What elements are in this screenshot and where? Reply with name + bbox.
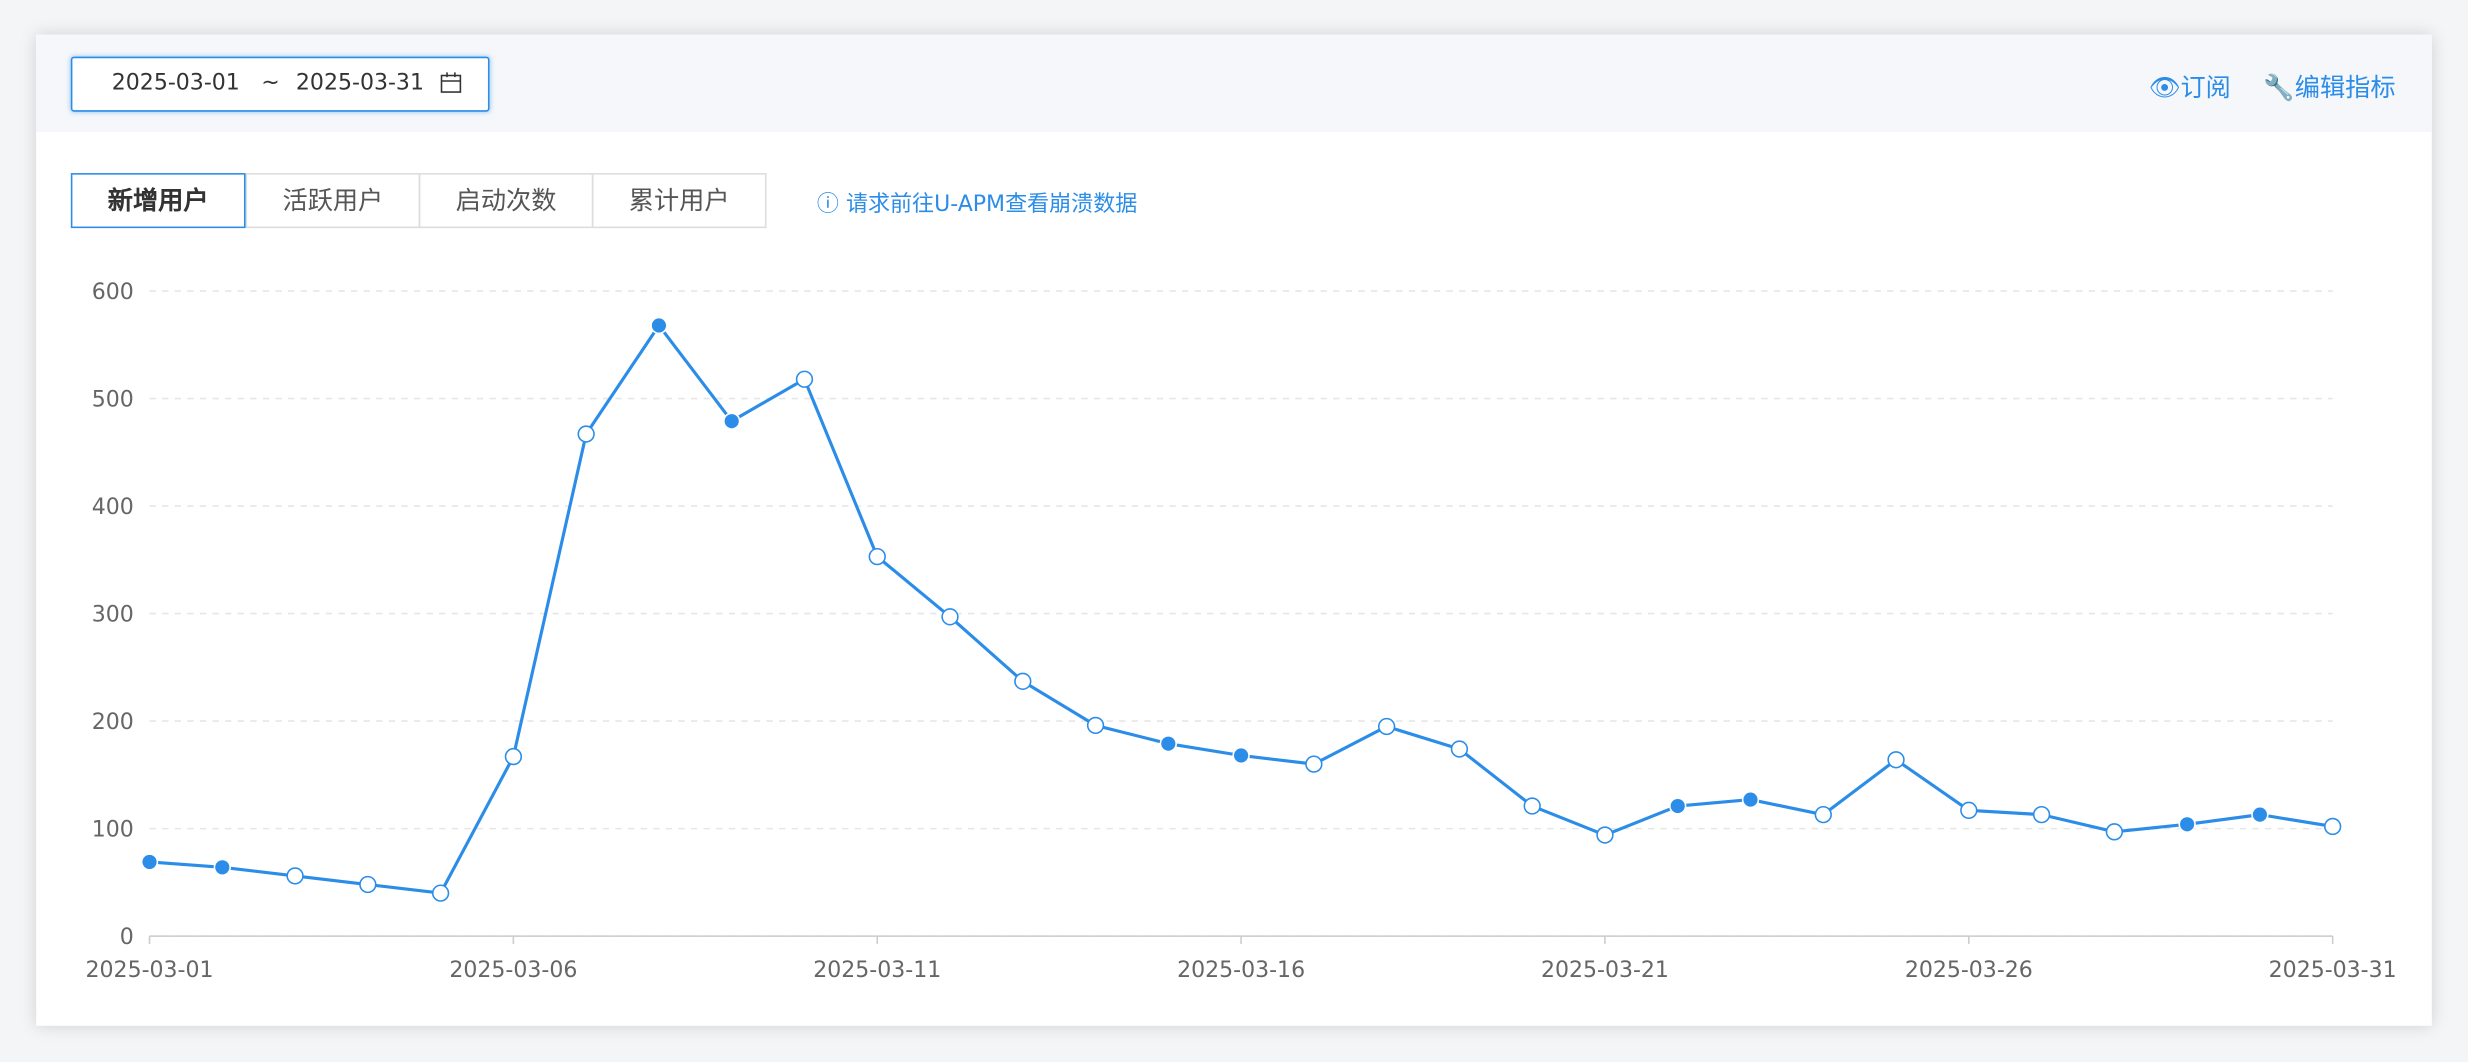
data-point (359, 875, 377, 894)
data-point (795, 370, 814, 388)
data-point (723, 412, 741, 430)
tab[interactable]: 累计用户 (591, 173, 767, 229)
x-tick-label: 2025-03-21 (1541, 958, 1669, 983)
y-tick-label: 400 (92, 495, 134, 520)
data-point (1887, 751, 1905, 769)
data-point (504, 747, 523, 766)
date-separator: ~ (261, 70, 280, 96)
edit-link[interactable]: 🔧编辑指标 (2263, 72, 2396, 103)
data-point (213, 858, 231, 876)
y-tick-label: 0 (120, 925, 134, 950)
date-start: 2025-03-01 (111, 70, 240, 96)
data-point (1086, 716, 1105, 735)
data-point (1159, 735, 1177, 753)
tab[interactable]: 启动次数 (418, 173, 594, 229)
edit-text: 编辑指标 (2294, 72, 2396, 103)
data-point (1523, 797, 1541, 815)
data-point (577, 425, 595, 443)
x-tick-label: 2025-03-11 (813, 958, 941, 983)
data-point (941, 608, 959, 626)
y-tick-label: 300 (92, 602, 134, 627)
data-point (1377, 717, 1396, 736)
hint-text: 请求前往U-APM查看崩溃数据 (845, 191, 1138, 218)
data-point (1305, 755, 1323, 773)
data-point (2105, 823, 2124, 841)
subscribe-text: 订阅 (2180, 72, 2231, 103)
header: 2025-03-01 ~ 2025-03-31 👁订阅 🔧编辑指标 (36, 34, 2432, 133)
x-tick-label: 2025-03-16 (1177, 958, 1305, 983)
x-tick-label: 2025-03-01 (86, 958, 214, 983)
tab[interactable]: 新增用户 (70, 173, 246, 229)
x-tick-label: 2025-03-31 (2269, 958, 2397, 983)
x-tick-label: 2025-03-26 (1905, 958, 2033, 983)
data-point (2251, 805, 2269, 824)
series-line (149, 322, 2333, 895)
subscribe-link[interactable]: 👁订阅 (2148, 72, 2231, 103)
data-point (1669, 797, 1687, 815)
y-tick-label: 500 (92, 387, 134, 412)
data-point (1014, 672, 1032, 690)
date-end: 2025-03-31 (295, 70, 424, 96)
data-point (1960, 801, 1978, 819)
data-point (2324, 817, 2342, 836)
data-point (868, 547, 886, 566)
data-point (2178, 815, 2196, 833)
card: 2025-03-01 ~ 2025-03-31 👁订阅 🔧编辑指标 新增用户 活… (36, 34, 2432, 1026)
data-point (1741, 790, 1760, 809)
data-point (140, 853, 159, 871)
x-tick-label: 2025-03-06 (449, 958, 577, 983)
data-point (1814, 805, 1832, 824)
date-picker[interactable]: 2025-03-01 ~ 2025-03-31 (70, 56, 490, 112)
calendar-icon (440, 72, 462, 93)
data-point (650, 316, 668, 335)
data-point (1596, 826, 1614, 844)
data-point (1232, 746, 1250, 765)
y-tick-label: 600 (92, 280, 134, 305)
hint-link[interactable]: ⓘ 请求前往U-APM查看崩溃数据 (816, 191, 1138, 218)
data-point (431, 884, 450, 902)
data-point (286, 867, 304, 885)
y-tick-label: 200 (92, 710, 134, 735)
data-point (2032, 805, 2051, 824)
y-tick-label: 100 (92, 817, 134, 842)
data-point (1450, 740, 1469, 758)
